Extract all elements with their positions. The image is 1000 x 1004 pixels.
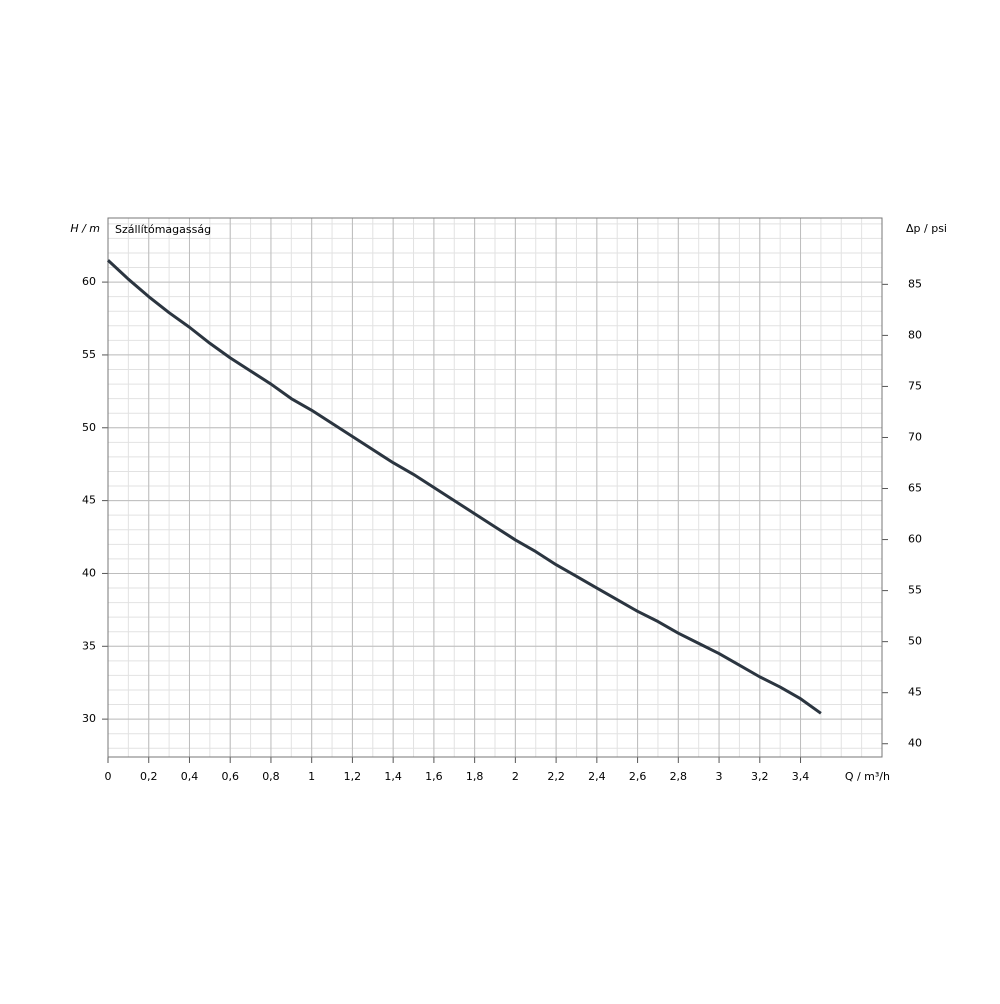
y-axis-label: H / m bbox=[70, 222, 100, 235]
x-tick-label: 3,4 bbox=[792, 770, 810, 783]
x-tick-label: 2,8 bbox=[670, 770, 688, 783]
y2-tick-label: 40 bbox=[908, 737, 922, 750]
plot-frame bbox=[107, 217, 883, 758]
chart-title: Szállítómagasság bbox=[115, 223, 211, 236]
x-tick-label: 0,2 bbox=[140, 770, 158, 783]
y2-tick-label: 65 bbox=[908, 482, 922, 495]
y2-tick-label: 50 bbox=[908, 635, 922, 648]
x-tick-label: 1,4 bbox=[384, 770, 402, 783]
x-tick-label: 0,8 bbox=[262, 770, 280, 783]
y2-tick-label: 75 bbox=[908, 379, 922, 392]
x-axis-label: Q / m³/h bbox=[845, 770, 890, 783]
y2-tick-label: 80 bbox=[908, 328, 922, 341]
x-tick-label: 1,8 bbox=[466, 770, 484, 783]
x-tick-label: 2 bbox=[512, 770, 519, 783]
x-tick-label: 0 bbox=[105, 770, 112, 783]
y2-tick-label: 55 bbox=[908, 584, 922, 597]
y2-tick-label: 70 bbox=[908, 430, 922, 443]
y2-axis-label: Δp / psi bbox=[906, 222, 947, 235]
y-tick-label: 30 bbox=[82, 712, 96, 725]
x-tick-label: 1,6 bbox=[425, 770, 443, 783]
y-tick-label: 45 bbox=[82, 494, 96, 507]
x-tick-label: 1 bbox=[308, 770, 315, 783]
y-tick-label: 60 bbox=[82, 275, 96, 288]
grid bbox=[107, 218, 883, 757]
y-tick-label: 40 bbox=[82, 566, 96, 579]
y-tick-label: 50 bbox=[82, 421, 96, 434]
x-tick-label: 1,2 bbox=[344, 770, 362, 783]
y-tick-label: 35 bbox=[82, 639, 96, 652]
x-tick-label: 2,6 bbox=[629, 770, 647, 783]
x-tick-label: 3,2 bbox=[751, 770, 769, 783]
y2-tick-label: 45 bbox=[908, 686, 922, 699]
y-tick-label: 55 bbox=[82, 348, 96, 361]
y2-tick-label: 60 bbox=[908, 533, 922, 546]
x-tick-label: 3 bbox=[716, 770, 723, 783]
x-tick-label: 0,4 bbox=[181, 770, 199, 783]
line-series bbox=[106, 259, 822, 715]
x-tick-label: 2,4 bbox=[588, 770, 606, 783]
x-tick-label: 0,6 bbox=[221, 770, 239, 783]
x-tick-label: 2,2 bbox=[547, 770, 565, 783]
y2-tick-label: 85 bbox=[908, 277, 922, 290]
